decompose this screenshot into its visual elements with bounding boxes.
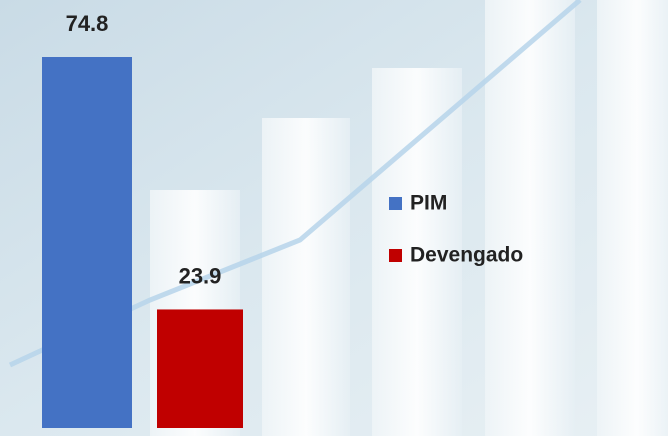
chart: 74.8 PIM 23.9 Devengado — [0, 0, 668, 436]
bar — [157, 309, 243, 428]
legend-label: Devengado — [410, 244, 523, 267]
value-label: 74.8 — [66, 11, 109, 36]
value-label: 23.9 — [179, 263, 222, 288]
bar — [42, 57, 132, 428]
legend-swatch — [389, 249, 402, 262]
legend-swatch — [389, 197, 402, 210]
legend-label: PIM — [410, 192, 447, 215]
